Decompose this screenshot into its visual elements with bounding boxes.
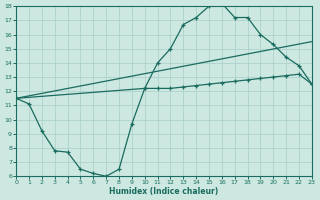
X-axis label: Humidex (Indice chaleur): Humidex (Indice chaleur): [109, 187, 219, 196]
